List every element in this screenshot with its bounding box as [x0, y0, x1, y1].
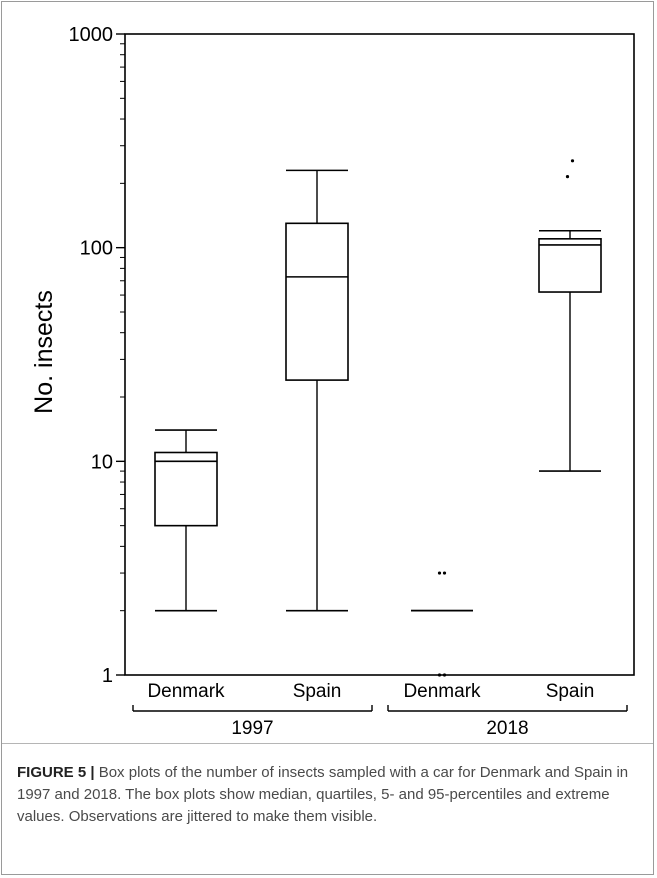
boxes: [154, 159, 602, 677]
outlier-point: [442, 571, 447, 575]
y-tick-label: 100: [80, 238, 113, 260]
caption-divider: [2, 743, 653, 744]
outlier-point: [570, 159, 575, 163]
figure-label: FIGURE 5 |: [17, 764, 95, 781]
plot-frame: [124, 33, 635, 676]
y-tick-label: 1000: [69, 24, 114, 46]
box-2018-spain: [538, 159, 602, 472]
x-group-label: 1997: [231, 718, 273, 739]
box-1997-spain: [285, 169, 349, 612]
box-1997-denmark: [154, 429, 218, 612]
x-category-label: Spain: [293, 681, 342, 702]
x-category-label: Spain: [546, 681, 595, 702]
figure-caption: FIGURE 5 | Box plots of the number of in…: [17, 762, 642, 828]
y-axis: 1 10 100 1000: [69, 24, 125, 687]
caption-text: Box plots of the number of insects sampl…: [17, 764, 629, 825]
y-tick-label: 10: [91, 451, 113, 473]
x-group-label: 2018: [486, 718, 528, 739]
x-category-label: Denmark: [403, 681, 481, 702]
iqr-box: [285, 222, 349, 381]
box-plot-chart: 1 10 100 1000 Denmark Spain Denmark Spain 1997 2…: [30, 24, 635, 739]
y-tick-label: 1: [102, 665, 113, 687]
outlier-point: [437, 571, 442, 575]
iqr-box: [154, 451, 218, 527]
plot-area: [124, 33, 635, 676]
outlier-point: [442, 673, 447, 677]
iqr-box: [538, 238, 602, 293]
x-axis: Denmark Spain Denmark Spain 1997 2018: [132, 681, 628, 739]
x-category-label: Denmark: [147, 681, 225, 702]
outlier-point: [437, 673, 442, 677]
box-2018-denmark: [411, 571, 473, 677]
y-axis-label: No. insects: [30, 290, 58, 414]
outlier-point: [565, 175, 570, 179]
